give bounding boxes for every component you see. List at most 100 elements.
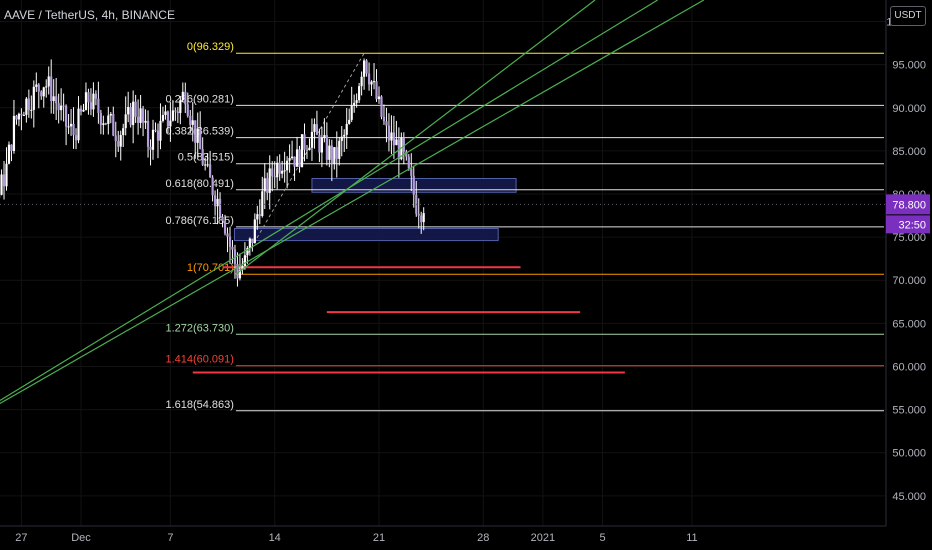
candle-body [268,168,271,193]
candle-body [117,141,120,147]
candle-body [10,144,13,151]
candle-body [87,92,90,103]
candle-body [164,111,167,115]
candle-body [343,134,346,137]
trendline [0,0,705,405]
candle-body [420,215,423,223]
candle-body [310,131,314,148]
candle-body [251,238,254,244]
candle-body [241,265,244,270]
candle-body [231,246,234,250]
fib-level-label: 0.236(90.281) [165,93,234,105]
candle-body [261,191,264,216]
candle-body [99,112,102,125]
candle-body [372,81,376,83]
candle-body [151,129,155,150]
candle-body [308,147,311,150]
candle-body [2,174,6,187]
candle-body [258,214,261,216]
trendline [235,0,596,275]
candle-body [144,120,147,123]
candle-body [377,96,381,100]
candle-body [184,91,187,105]
candle-body [57,103,60,111]
fib-level-label: 0.618(80.491) [165,178,234,190]
candle-body [253,219,256,244]
candle-body [323,135,326,139]
candle-body [12,115,16,151]
candle-body [20,113,23,116]
candle-body [15,115,18,120]
candle-body [387,125,391,141]
zone-rectangle [233,228,499,242]
candle-body [380,96,383,117]
price-tick-label: 95.000 [892,60,926,72]
candle-body [223,221,227,234]
candle-body [286,160,289,171]
price-tick-label: 60.000 [892,361,926,373]
candle-body [382,116,386,122]
symbol-title[interactable]: AAVE / TetherUS, 4h, BINANCE [4,8,175,22]
candle-body [60,105,63,111]
time-tick-label: 14 [269,532,281,544]
candle-body [293,156,296,167]
candle-body [84,92,88,110]
candle-body [0,174,3,195]
candle-body [375,81,378,100]
candle-body [176,111,179,114]
candle-body [298,149,301,168]
candle-body [139,108,142,123]
candlestick-series [0,58,425,287]
candle-body [363,60,366,77]
candle-body [69,123,73,127]
trendlines[interactable] [0,0,705,453]
time-tick-label: 5 [599,532,605,544]
candle-body [218,198,222,217]
support-lines[interactable] [192,266,625,374]
candle-body [395,139,398,146]
candle-body [290,156,294,159]
fib-level-label: 1.618(54.863) [165,399,234,411]
candle-body [263,178,266,192]
candle-body [283,170,286,172]
candle-body [171,110,174,121]
currency-button[interactable]: USDT [890,6,926,26]
candle-body [30,109,33,111]
candle-body [325,135,328,160]
time-tick-label: Dec [71,532,91,544]
candle-body [417,213,420,216]
candle-body [315,124,319,135]
candle-body [204,164,207,166]
candle-body [358,86,361,101]
time-axis-background[interactable] [0,526,932,550]
candle-body [82,109,85,112]
candle-body [300,134,304,168]
candle-body [179,100,182,114]
candle-body [201,148,204,165]
candle-body [209,164,212,178]
candle-body [35,84,38,87]
time-tick-label: 7 [167,532,173,544]
candle-body [236,263,239,279]
fib-level-label: 0.5(83.515) [178,152,234,164]
candle-body [189,115,192,125]
price-axis-background[interactable] [886,0,932,526]
time-tick-label: 21 [373,532,385,544]
candle-body [370,81,373,85]
candle-body [62,105,65,107]
candle-body [214,195,217,207]
candle-body [55,96,58,104]
price-tick-label: 65.000 [892,318,926,330]
candle-body [328,145,331,160]
candle-body [196,128,199,143]
candle-body [174,110,177,112]
candle-body [191,120,194,125]
candle-body [17,113,21,120]
time-axis-ticks: 27 Dec 7 14 21 28 2021 5 11 [15,532,697,544]
candle-body [52,96,55,102]
candle-body [243,255,246,266]
candle-body [149,146,152,150]
candle-body [335,147,338,159]
candle-body [412,175,415,195]
